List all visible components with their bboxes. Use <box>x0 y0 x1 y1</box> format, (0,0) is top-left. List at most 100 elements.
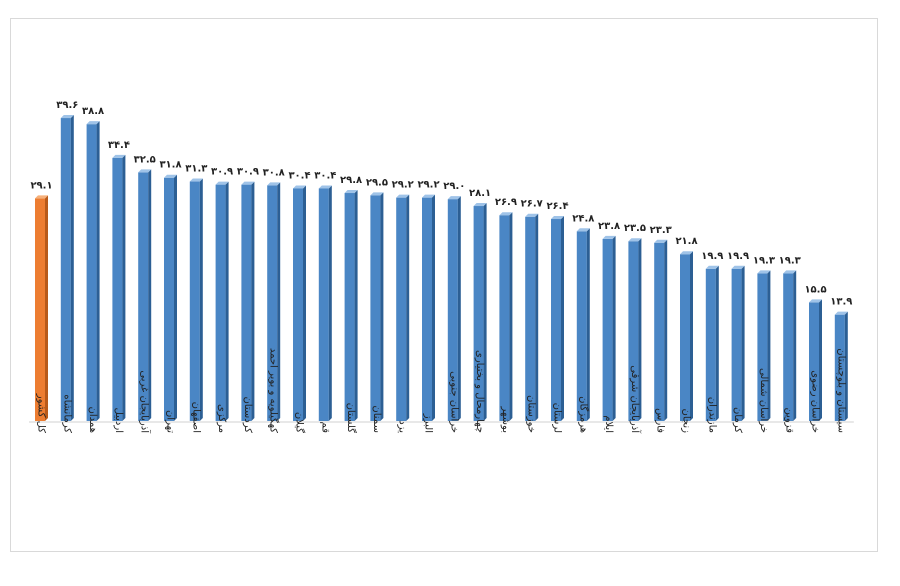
bar-top <box>499 212 513 216</box>
bar <box>473 203 487 421</box>
data-label: ۲۸.۱ <box>469 188 491 199</box>
data-label: ۲۴.۸ <box>572 213 594 224</box>
category-label: کل کشور <box>36 393 47 433</box>
bar <box>241 181 255 421</box>
bar-side <box>767 270 771 421</box>
bar-side <box>819 299 822 421</box>
bar-top <box>654 239 668 243</box>
bar <box>422 194 435 421</box>
bar-front <box>654 242 665 421</box>
category-label: خوزستان <box>526 395 537 433</box>
bar-side <box>303 185 306 421</box>
data-label: ۳۰.۸ <box>263 167 285 178</box>
bar-front <box>576 231 587 421</box>
data-label: ۲۹.۸ <box>340 175 362 186</box>
bar <box>318 185 332 421</box>
bar-front <box>215 184 226 421</box>
category-label: گیلان <box>294 412 306 433</box>
bar <box>293 185 306 421</box>
bar-side <box>690 251 693 421</box>
category-label: کرمانشاه <box>61 394 72 433</box>
data-label: ۱۵.۵ <box>804 284 826 295</box>
data-label: ۳۸.۸ <box>82 106 104 117</box>
data-label: ۳۱.۸ <box>159 160 181 171</box>
bar-front <box>757 273 768 421</box>
bar-side <box>328 185 332 421</box>
bar-top <box>86 121 100 125</box>
bar <box>112 154 126 421</box>
bar-top <box>473 203 487 207</box>
bar-top <box>576 228 590 232</box>
data-label: ۳۰.۴ <box>314 170 336 181</box>
data-label: ۲۶.۷ <box>521 199 543 210</box>
category-label: هرمزگان <box>577 396 589 433</box>
category-label: سیستان و بلوچستان <box>835 348 846 433</box>
bar <box>809 299 822 421</box>
bar-side <box>354 190 358 421</box>
bar-top <box>138 169 152 173</box>
data-label: ۲۹.۲ <box>392 180 414 191</box>
bar <box>834 311 848 421</box>
bar-top <box>757 270 771 274</box>
bar-side <box>561 216 564 421</box>
data-label: ۳۱.۳ <box>185 164 207 175</box>
bar-front <box>422 197 432 421</box>
bar-front <box>164 177 174 421</box>
data-label: ۳۹.۶ <box>56 100 78 111</box>
bar <box>757 270 771 421</box>
bar <box>370 192 384 421</box>
category-label: کردستان <box>242 396 253 433</box>
bar-top <box>318 185 332 189</box>
category-label: کهگیلویه و بویر احمد <box>268 348 280 433</box>
bar-side <box>45 195 48 421</box>
bar-front <box>731 268 742 421</box>
data-label: ۳۰.۴ <box>288 170 310 181</box>
data-label: ۲۹.۵ <box>366 177 388 188</box>
bar-side <box>741 265 745 421</box>
bar <box>189 178 203 421</box>
bar-side <box>483 203 487 421</box>
bar <box>86 121 100 422</box>
bar-side <box>148 169 152 421</box>
category-label: مازندران <box>706 397 717 433</box>
category-label: کرمان <box>732 407 743 433</box>
bar <box>344 190 358 421</box>
category-label: مرکزی <box>216 404 227 433</box>
bar-side <box>380 192 384 421</box>
bar-top <box>370 192 384 196</box>
bar-front <box>370 195 381 421</box>
bar-top <box>422 194 435 198</box>
bar-side <box>844 311 848 421</box>
bar <box>164 174 177 421</box>
bar <box>60 115 74 421</box>
bar <box>525 213 539 421</box>
bar <box>602 235 616 421</box>
bar-top <box>447 196 461 200</box>
bar-front <box>680 254 690 421</box>
bar-front <box>138 172 149 421</box>
category-label: ایلام <box>603 415 614 433</box>
bar <box>576 228 590 421</box>
bar-side <box>509 212 513 421</box>
bar <box>215 181 229 421</box>
bar-top <box>680 251 693 255</box>
bar-top <box>293 185 306 189</box>
bar-side <box>199 178 203 421</box>
bar-front <box>628 241 639 421</box>
bar <box>267 182 281 421</box>
data-label: ۳۰.۹ <box>211 167 233 178</box>
bar-front <box>499 215 510 421</box>
bar-top <box>164 174 177 178</box>
bar <box>680 251 693 421</box>
bar <box>35 195 48 421</box>
bar-side <box>457 196 461 421</box>
bar-front <box>396 197 407 421</box>
bar-front <box>60 118 71 421</box>
bar-side <box>70 115 74 421</box>
bar-top <box>705 265 719 269</box>
data-label: ۳۲.۵ <box>134 154 156 165</box>
bar-side <box>174 174 177 421</box>
bar-front <box>809 302 819 421</box>
category-label: خراسان جنوبی <box>448 371 459 433</box>
data-label: ۳۰.۹ <box>237 167 259 178</box>
